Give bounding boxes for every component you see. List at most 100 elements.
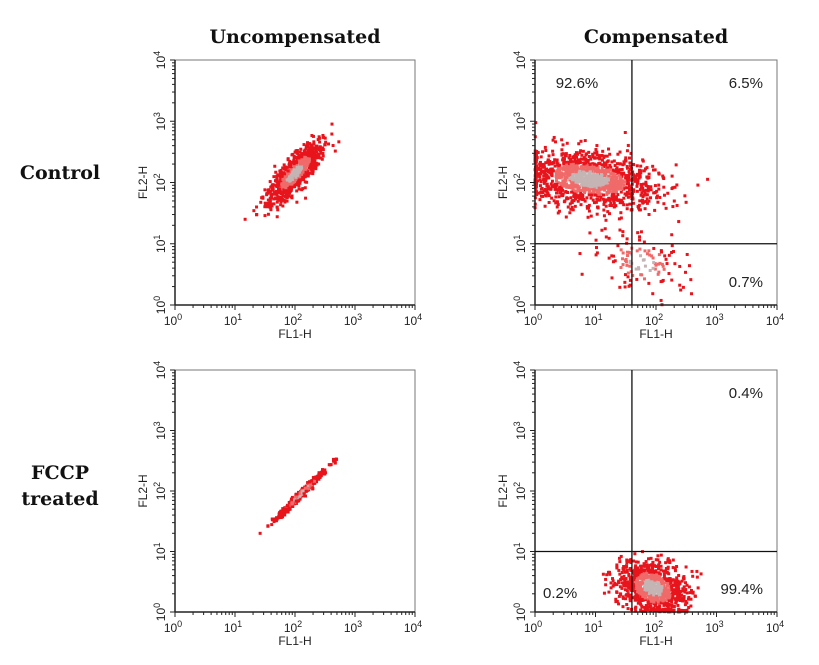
data-point — [554, 140, 558, 144]
data-point — [611, 172, 615, 176]
data-point — [259, 200, 263, 204]
data-point — [297, 184, 301, 188]
data-point — [312, 166, 316, 170]
data-point — [675, 597, 679, 601]
data-point — [625, 568, 629, 572]
data-point — [585, 181, 589, 185]
data-point — [622, 203, 626, 207]
data-point — [330, 122, 334, 126]
data-point — [592, 164, 596, 168]
data-point — [534, 121, 538, 125]
data-point — [300, 188, 304, 192]
data-point — [579, 175, 583, 179]
data-point — [301, 170, 305, 174]
data-point — [609, 184, 613, 188]
data-point — [554, 186, 558, 190]
quadrant-percent-upper-right: 0.4% — [729, 385, 763, 402]
data-point — [588, 162, 592, 166]
data-point — [595, 212, 599, 216]
data-point — [682, 597, 686, 601]
y-tick-label: 104 — [512, 361, 528, 379]
data-point — [648, 597, 652, 601]
data-point — [699, 572, 703, 576]
data-point — [270, 523, 274, 527]
data-point — [633, 552, 637, 556]
data-point — [636, 205, 640, 209]
data-point — [587, 193, 591, 197]
data-point — [654, 580, 658, 584]
data-point — [706, 177, 710, 181]
data-point — [564, 153, 568, 157]
data-point — [638, 175, 642, 179]
data-point — [641, 595, 645, 599]
data-point — [575, 155, 579, 159]
data-point — [636, 181, 640, 185]
data-point — [298, 179, 302, 183]
data-points — [601, 550, 703, 614]
data-point — [292, 156, 296, 160]
data-point — [616, 185, 620, 189]
data-point — [675, 564, 679, 568]
data-point — [628, 597, 632, 601]
data-point — [291, 498, 295, 502]
data-point — [596, 180, 600, 184]
data-point — [634, 609, 638, 613]
data-point — [276, 190, 280, 194]
data-point — [575, 159, 579, 163]
data-point — [568, 153, 572, 157]
quadrant-percent-lower-right: 99.4% — [720, 581, 763, 598]
data-point — [571, 208, 575, 212]
plot-panel: 100 101 102 103 104 100 101 102 103 104 FL1-H FL2-H… — [496, 51, 784, 341]
data-point — [625, 177, 629, 181]
data-point — [615, 198, 619, 202]
data-point — [554, 158, 558, 162]
data-point — [278, 171, 282, 175]
data-point — [609, 201, 613, 205]
data-point — [595, 197, 599, 201]
data-point — [560, 148, 564, 152]
data-point — [545, 176, 549, 180]
data-point — [614, 600, 618, 604]
data-point — [302, 149, 306, 153]
data-point — [653, 589, 657, 593]
data-point — [546, 187, 550, 191]
data-point — [660, 579, 664, 583]
data-point — [281, 507, 285, 511]
data-point — [636, 231, 640, 235]
data-point — [635, 249, 639, 253]
quadrant-percent-upper-left: 92.6% — [556, 75, 599, 92]
data-point — [665, 602, 669, 606]
data-point — [594, 200, 598, 204]
data-point — [614, 177, 618, 181]
data-point — [322, 135, 326, 139]
data-point — [294, 178, 298, 182]
data-point — [634, 585, 638, 589]
data-point — [664, 567, 668, 571]
data-point — [685, 583, 689, 587]
x-tick-label: 100 — [524, 619, 542, 635]
data-point — [651, 164, 655, 168]
data-point — [621, 595, 625, 599]
data-point — [555, 172, 559, 176]
data-point — [650, 563, 654, 567]
data-point — [559, 181, 563, 185]
data-point — [611, 189, 615, 193]
data-point — [298, 150, 302, 154]
data-point — [607, 256, 611, 260]
data-point — [623, 192, 627, 196]
data-point — [689, 278, 693, 282]
data-point — [593, 151, 597, 155]
data-point — [604, 178, 608, 182]
data-point — [645, 166, 649, 170]
data-point — [610, 160, 614, 164]
data-point — [546, 185, 550, 189]
data-point — [574, 172, 578, 176]
data-point — [604, 577, 608, 581]
data-point — [639, 582, 643, 586]
data-point — [599, 195, 603, 199]
data-point — [657, 187, 661, 191]
data-point — [286, 181, 290, 185]
data-point — [580, 272, 584, 276]
data-point — [623, 285, 627, 289]
